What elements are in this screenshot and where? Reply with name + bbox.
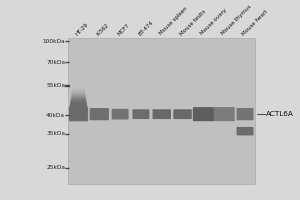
FancyBboxPatch shape — [71, 97, 86, 106]
FancyBboxPatch shape — [69, 107, 88, 121]
FancyBboxPatch shape — [70, 99, 86, 109]
Text: Mouse spleen: Mouse spleen — [158, 6, 188, 36]
FancyBboxPatch shape — [71, 96, 86, 105]
FancyBboxPatch shape — [152, 109, 171, 119]
FancyBboxPatch shape — [71, 93, 85, 101]
FancyBboxPatch shape — [236, 108, 254, 120]
FancyBboxPatch shape — [214, 107, 235, 121]
FancyBboxPatch shape — [71, 94, 85, 102]
Text: Mouse heart: Mouse heart — [242, 9, 269, 36]
Text: BT-474: BT-474 — [137, 20, 154, 36]
FancyBboxPatch shape — [71, 95, 86, 104]
Text: 100kDa: 100kDa — [43, 39, 65, 44]
FancyBboxPatch shape — [70, 102, 87, 113]
FancyBboxPatch shape — [70, 103, 87, 114]
FancyBboxPatch shape — [70, 100, 86, 110]
Text: 35kDa: 35kDa — [46, 131, 65, 136]
FancyBboxPatch shape — [236, 127, 254, 135]
FancyBboxPatch shape — [70, 101, 87, 112]
FancyBboxPatch shape — [70, 107, 87, 120]
FancyBboxPatch shape — [112, 109, 129, 120]
Text: 25kDa: 25kDa — [46, 165, 65, 170]
FancyBboxPatch shape — [173, 109, 192, 119]
FancyBboxPatch shape — [70, 104, 87, 117]
FancyBboxPatch shape — [132, 109, 149, 119]
FancyBboxPatch shape — [193, 107, 214, 121]
Text: Mouse testis: Mouse testis — [179, 9, 207, 36]
FancyBboxPatch shape — [90, 108, 109, 120]
FancyBboxPatch shape — [71, 97, 86, 107]
FancyBboxPatch shape — [71, 94, 86, 103]
Text: 70kDa: 70kDa — [46, 60, 65, 65]
FancyBboxPatch shape — [70, 106, 87, 119]
Text: MCF7: MCF7 — [117, 22, 131, 36]
FancyBboxPatch shape — [71, 98, 86, 108]
FancyBboxPatch shape — [71, 98, 86, 108]
Text: Mouse thymus: Mouse thymus — [221, 4, 253, 36]
Text: HT-29: HT-29 — [75, 22, 90, 36]
Text: 55kDa: 55kDa — [46, 83, 65, 88]
FancyBboxPatch shape — [70, 105, 87, 118]
Bar — [68, 38, 256, 184]
Text: ACTL6A: ACTL6A — [266, 111, 294, 117]
Text: Mouse ovary: Mouse ovary — [200, 8, 228, 36]
FancyBboxPatch shape — [70, 101, 87, 113]
Text: K-562: K-562 — [96, 22, 110, 36]
FancyBboxPatch shape — [70, 104, 87, 116]
FancyBboxPatch shape — [70, 100, 86, 111]
FancyBboxPatch shape — [69, 107, 88, 121]
FancyBboxPatch shape — [70, 106, 87, 118]
FancyBboxPatch shape — [71, 95, 86, 103]
FancyBboxPatch shape — [70, 103, 87, 115]
Text: 40kDa: 40kDa — [46, 113, 65, 118]
